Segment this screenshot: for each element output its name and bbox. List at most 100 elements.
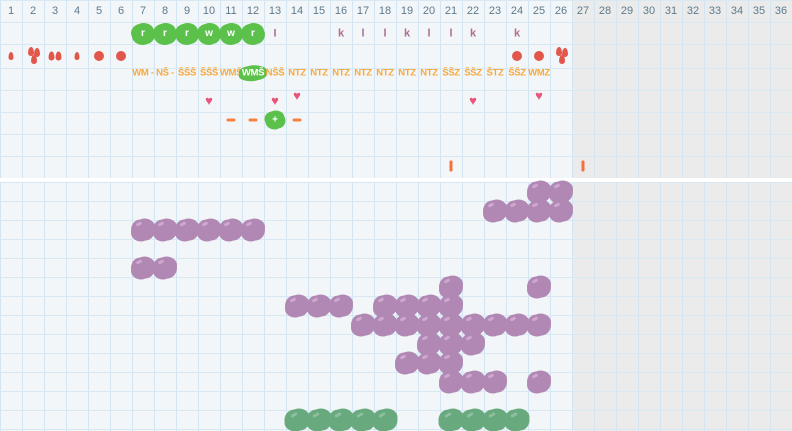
column-header-25[interactable]: 25 [532,5,546,17]
symptom-blob[interactable] [441,353,461,373]
mood-blob[interactable] [484,410,506,430]
column-header-34[interactable]: 34 [730,5,744,17]
column-header-35[interactable]: 35 [752,5,766,17]
symptom-blob[interactable] [243,220,263,240]
dash-marker[interactable] [226,118,236,122]
symptom-blob[interactable] [529,182,549,202]
column-header-3[interactable]: 3 [51,5,59,17]
mood-blob[interactable] [352,410,374,430]
note-label[interactable]: NTZ [398,67,416,79]
mood-blob[interactable] [462,410,484,430]
column-header-31[interactable]: 31 [664,5,678,17]
letter-mark[interactable]: l [383,27,387,40]
note-label[interactable]: NŠŠ [265,67,285,79]
mood-blob[interactable] [330,410,352,430]
symptom-blob[interactable] [463,315,483,335]
symptom-blob[interactable] [375,315,395,335]
symptom-blob[interactable] [507,201,527,221]
mood-blob[interactable] [286,410,308,430]
symptom-blob[interactable] [397,296,417,316]
green-event-blob[interactable]: r [243,25,263,43]
note-label[interactable]: NTZ [354,67,372,79]
column-header-17[interactable]: 17 [356,5,370,17]
symptom-blob[interactable] [133,258,153,278]
letter-mark[interactable]: k [337,27,345,40]
symptom-blob[interactable] [441,277,461,297]
note-label[interactable]: ŠŠZ [464,67,482,79]
bleeding-indicator[interactable] [534,51,544,61]
bleeding-indicator[interactable] [74,52,80,60]
symptom-blob[interactable] [419,353,439,373]
symptom-blob[interactable] [529,201,549,221]
bleeding-indicator[interactable] [512,51,522,61]
green-event-blob[interactable]: r [133,25,153,43]
column-header-1[interactable]: 1 [7,5,15,17]
bleeding-indicator[interactable] [116,51,126,61]
symptom-blob[interactable] [485,201,505,221]
note-label[interactable]: NTZ [332,67,350,79]
mood-blob[interactable] [374,410,396,430]
symptom-blob[interactable] [551,182,571,202]
column-header-15[interactable]: 15 [312,5,326,17]
positive-test-blob[interactable]: + [266,112,284,128]
intimacy-heart[interactable]: ♥ [293,88,301,103]
column-header-33[interactable]: 33 [708,5,722,17]
letter-mark[interactable]: I [273,27,277,40]
symptom-blob[interactable] [485,372,505,392]
symptom-blob[interactable] [199,220,219,240]
note-label[interactable]: NŠ - [156,67,174,79]
symptom-blob[interactable] [485,315,505,335]
column-header-32[interactable]: 32 [686,5,700,17]
symptom-blob[interactable] [353,315,373,335]
symptom-blob[interactable] [507,315,527,335]
column-header-6[interactable]: 6 [117,5,125,17]
bleeding-indicator[interactable] [552,47,570,65]
column-header-5[interactable]: 5 [95,5,103,17]
symptom-blob[interactable] [419,315,439,335]
symptom-blob[interactable] [529,277,549,297]
symptom-blob[interactable] [287,296,307,316]
symptom-blob[interactable] [221,220,241,240]
column-header-28[interactable]: 28 [598,5,612,17]
note-label[interactable]: ŠŠZ [508,67,526,79]
column-header-14[interactable]: 14 [290,5,304,17]
intimacy-heart[interactable]: ♥ [469,93,477,108]
intimacy-heart[interactable]: ♥ [535,88,543,103]
column-header-23[interactable]: 23 [488,5,502,17]
symptom-blob[interactable] [397,353,417,373]
letter-mark[interactable]: l [427,27,431,40]
symptom-blob[interactable] [155,258,175,278]
intimacy-heart[interactable]: ♥ [205,93,213,108]
column-header-22[interactable]: 22 [466,5,480,17]
column-header-30[interactable]: 30 [642,5,656,17]
mood-blob[interactable] [308,410,330,430]
column-header-18[interactable]: 18 [378,5,392,17]
symptom-blob[interactable] [529,315,549,335]
bleeding-indicator[interactable] [8,52,14,60]
green-event-blob[interactable]: r [155,25,175,43]
column-header-21[interactable]: 21 [444,5,458,17]
symptom-blob[interactable] [397,315,417,335]
symptom-blob[interactable] [419,334,439,354]
column-header-20[interactable]: 20 [422,5,436,17]
dash-marker[interactable] [292,118,302,122]
bleeding-indicator[interactable] [24,47,42,65]
symptom-blob[interactable] [441,334,461,354]
symptom-blob[interactable] [309,296,329,316]
note-label[interactable]: NTZ [376,67,394,79]
symptom-blob[interactable] [177,220,197,240]
bleeding-indicator[interactable] [94,51,104,61]
column-header-19[interactable]: 19 [400,5,414,17]
symptom-blob[interactable] [419,296,439,316]
bleeding-indicator[interactable] [48,51,62,61]
note-label[interactable]: NTZ [288,67,306,79]
column-header-4[interactable]: 4 [73,5,81,17]
note-label[interactable]: ŠŠZ [442,67,460,79]
note-label[interactable]: NTZ [420,67,438,79]
column-header-26[interactable]: 26 [554,5,568,17]
symptom-blob[interactable] [331,296,351,316]
column-header-8[interactable]: 8 [161,5,169,17]
note-label[interactable]: WMŠ [219,67,243,79]
column-header-11[interactable]: 11 [225,5,237,17]
column-header-9[interactable]: 9 [183,5,191,17]
